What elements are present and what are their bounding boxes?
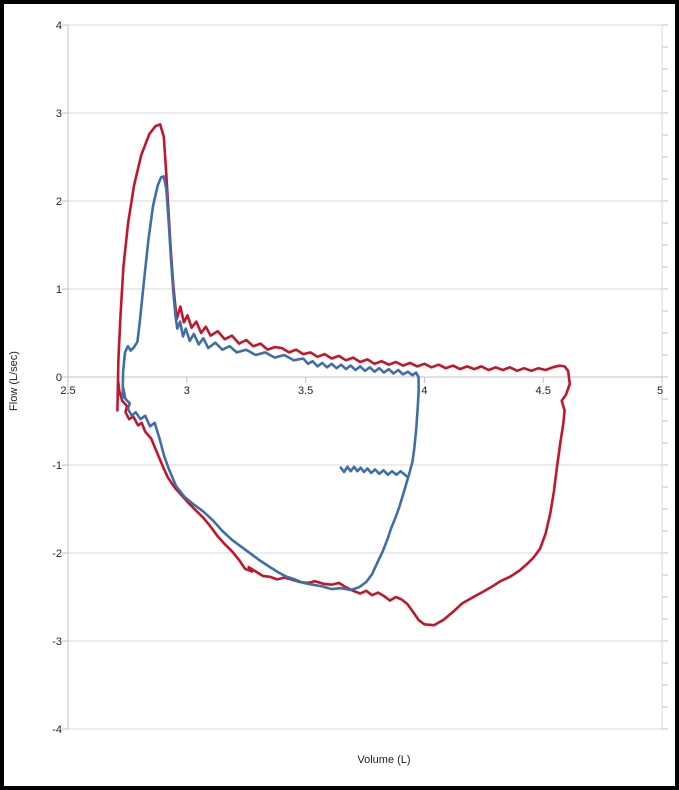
x-tick-label: 5 [657,385,663,397]
series-blue-path [339,465,410,479]
x-axis-title: Volume (L) [357,754,410,766]
x-tick-label: 3.5 [298,385,313,397]
x-tick-label: 3 [184,385,190,397]
series-blue-path [121,175,420,592]
y-tick-label: 4 [56,20,62,32]
gridlines-layer [68,24,662,730]
x-tick-label: 4.5 [536,385,551,397]
y-axis-title: Flow (L/sec) [8,351,20,411]
x-tick-label: 2.5 [60,385,75,397]
series-red-path [116,123,572,627]
y-tick-label: 2 [56,196,62,208]
y-tick-label: 1 [56,284,62,296]
data-series-layer [116,123,572,627]
axes-layer [62,24,668,730]
y-tick-label: -2 [52,548,62,560]
y-tick-label: -3 [52,636,62,648]
y-tick-label: -1 [52,460,62,472]
x-tick-label: 4 [421,385,427,397]
y-tick-label: -4 [52,724,62,736]
y-tick-label: 0 [56,372,62,384]
y-tick-label: 3 [56,108,62,120]
